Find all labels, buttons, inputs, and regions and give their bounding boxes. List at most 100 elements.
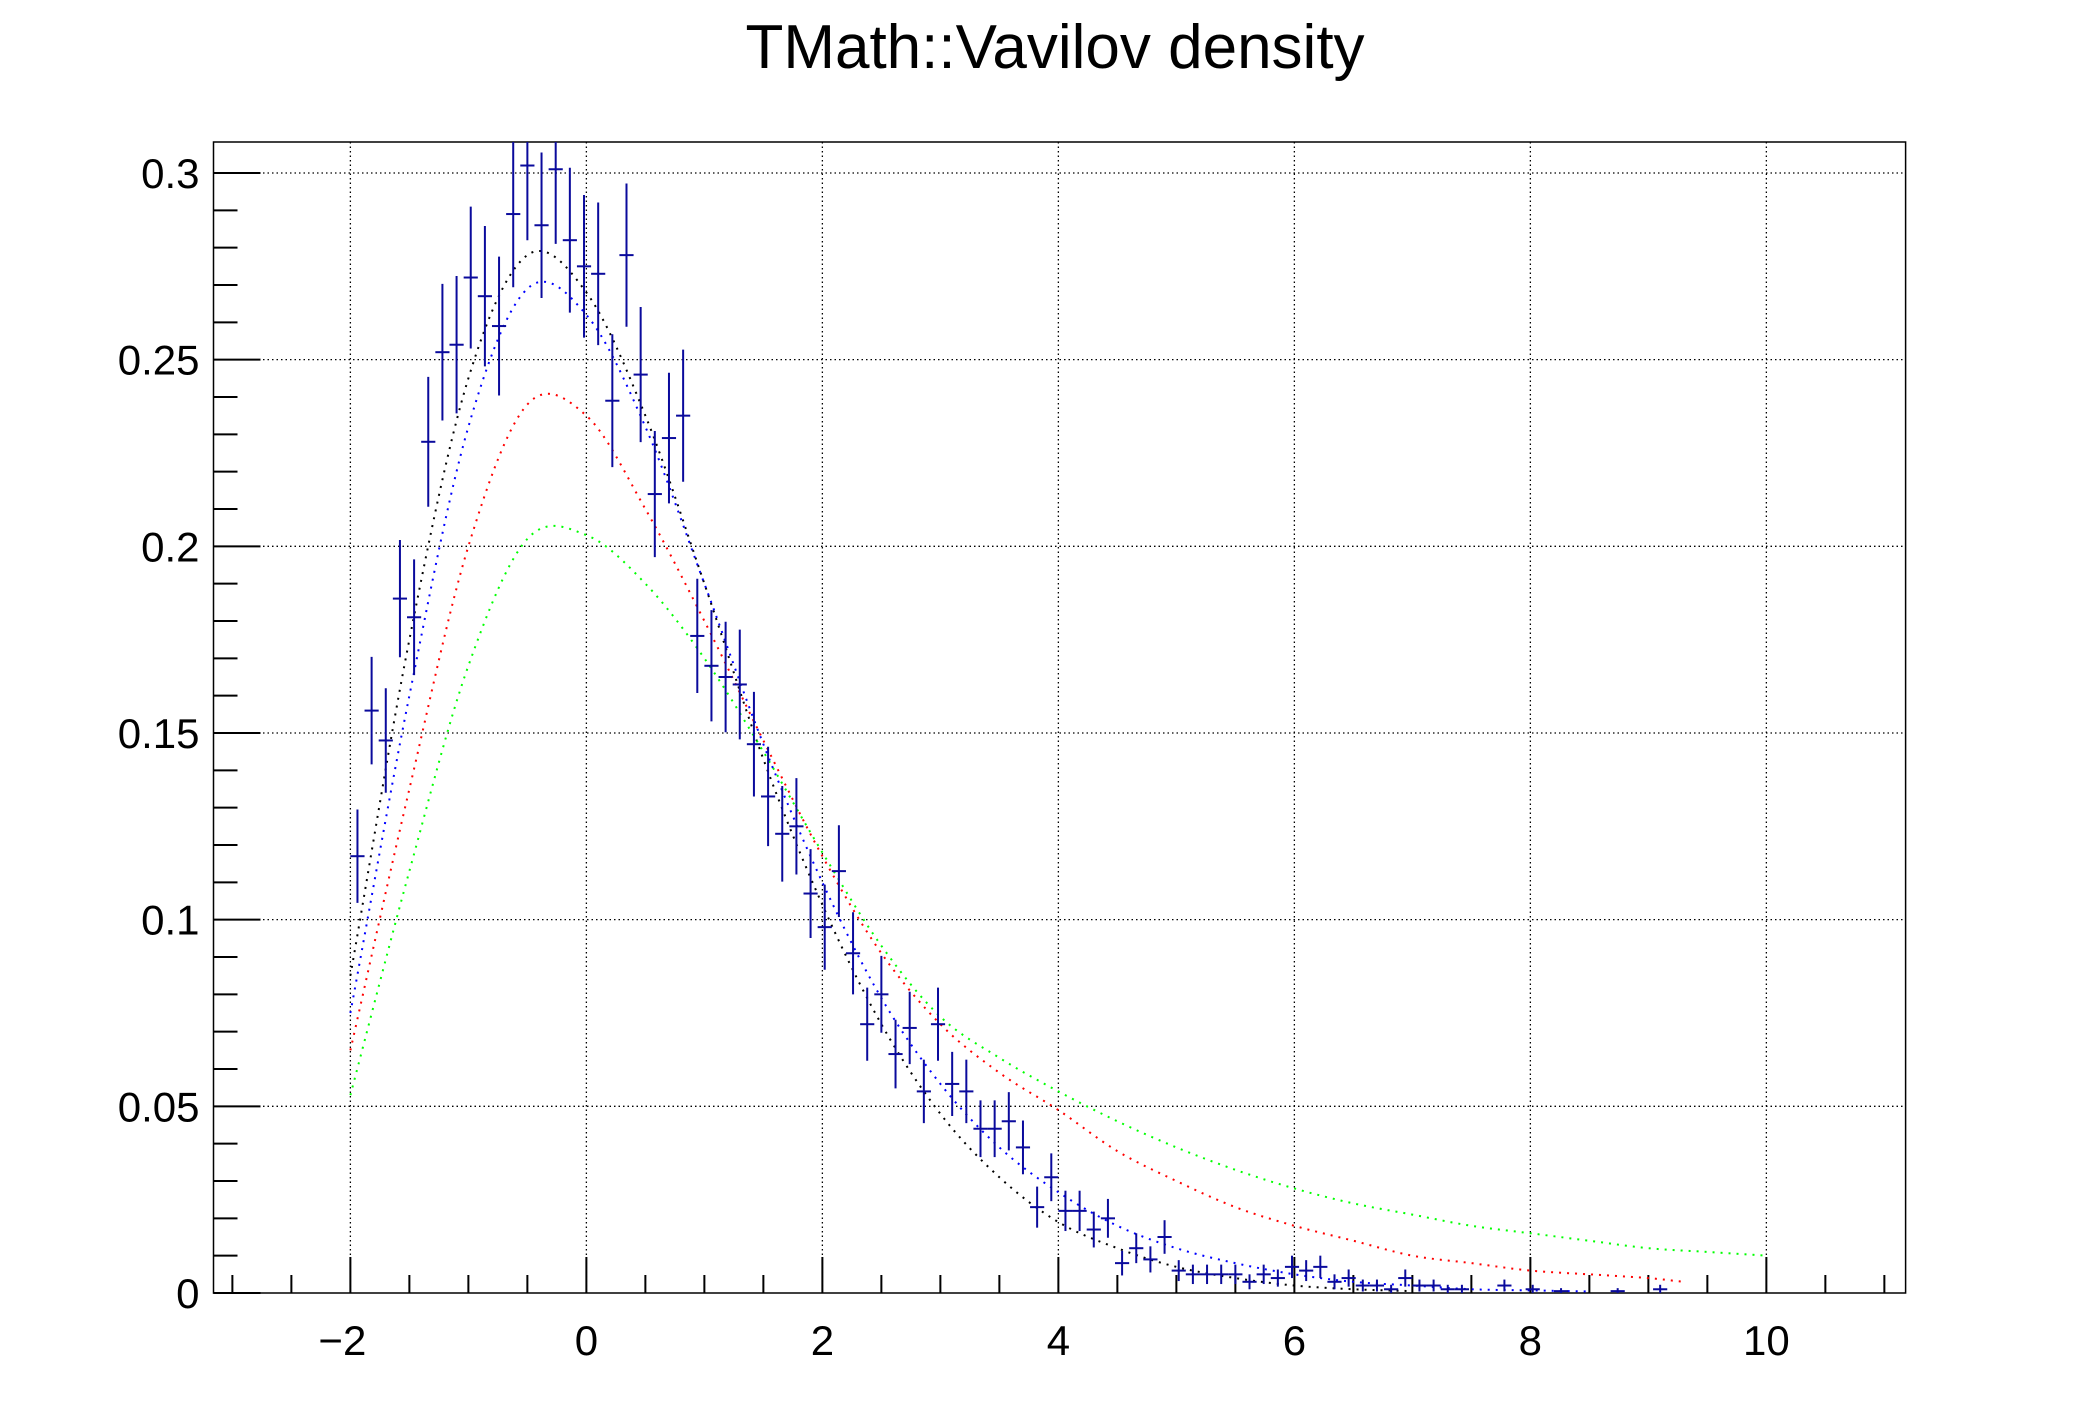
histogram-point [973,1100,988,1158]
y-tick-label: 0.2 [141,523,199,570]
x-tick-label: −2 [318,1317,366,1364]
x-tick-label: 6 [1283,1317,1306,1364]
histogram-point [520,142,535,241]
histogram-point [364,656,379,765]
histogram-point [1412,1279,1427,1292]
y-tick-label: 0 [176,1270,199,1317]
histogram-point [1143,1246,1158,1273]
histogram-point [1341,1269,1356,1287]
histogram-point [1058,1190,1073,1232]
histogram-point [407,559,422,676]
histogram-point [1653,1284,1668,1293]
histogram-point [661,372,677,504]
histogram-point [1525,1284,1540,1293]
histogram-point [1553,1288,1569,1293]
histogram-point [1327,1274,1342,1290]
histogram-point [449,276,464,414]
y-tick-label: 0.15 [118,710,200,757]
x-tick-label: 2 [811,1317,834,1364]
histogram-point [534,152,549,299]
histogram-point [860,987,875,1061]
x-tick-label: 4 [1047,1317,1070,1364]
histogram-point [1440,1284,1455,1293]
histogram-point [930,987,946,1061]
histogram-point [888,1019,903,1089]
histogram-point [1355,1279,1370,1292]
histogram-point [1313,1255,1328,1279]
y-tick-label: 0.3 [141,150,199,197]
histogram-point [831,825,846,918]
histogram-point [1384,1284,1399,1293]
histogram-point [1199,1264,1215,1285]
density-curve-1 [349,280,1590,1293]
histogram-point [1497,1279,1512,1292]
histogram-point [1086,1211,1101,1248]
y-tick-label: 0.1 [141,897,199,944]
histogram-point [591,202,606,346]
histogram-point [506,142,521,288]
histogram-point [1129,1233,1144,1264]
chart-title: TMath::Vavilov density [745,13,1365,82]
density-curve-0 [349,249,1413,1293]
histogram-point [704,610,719,722]
histogram-point [1610,1288,1625,1293]
histogram-point [690,578,705,694]
histogram-point [421,376,436,507]
histogram-point [491,256,507,396]
histogram-point [647,430,662,558]
y-tick-label: 0.25 [118,337,200,384]
histogram-point [1214,1264,1229,1285]
histogram-point [1228,1264,1243,1285]
histogram-point [789,778,804,875]
histogram-point [803,849,818,938]
histogram-point [1100,1198,1116,1238]
histogram-point [1270,1269,1285,1287]
histogram-point [633,307,648,443]
histogram-point [746,691,762,797]
histogram-point [576,195,592,338]
x-tick-label: 8 [1519,1317,1542,1364]
histogram-point [1185,1264,1200,1285]
histogram-point [1256,1264,1271,1285]
histogram-point [605,334,620,468]
histogram-point [1369,1279,1385,1292]
histogram-point [463,206,478,349]
histogram-point [1299,1260,1314,1282]
histogram-point [775,786,790,882]
histogram-point [916,1059,931,1124]
density-curve-2 [349,392,1684,1283]
histogram-point [676,349,691,482]
histogram-point [1284,1255,1300,1279]
histogram-point [987,1100,1002,1158]
histogram-point [959,1059,974,1124]
histogram-point [1426,1279,1441,1292]
histogram-point [350,809,365,903]
histogram-point [1398,1269,1413,1287]
histogram-point [1030,1186,1045,1228]
histogram-point [718,621,733,733]
histogram-point [761,746,776,847]
histogram-point [1015,1120,1031,1175]
histogram-point [1242,1274,1257,1290]
x-tick-label: 0 [575,1317,598,1364]
histogram-point [845,912,861,995]
y-tick-label: 0.05 [118,1083,200,1130]
histogram-point [1171,1260,1186,1282]
x-tick-label: 10 [1743,1317,1790,1364]
histogram-point [902,991,917,1065]
histogram-point [477,226,492,367]
histogram-point [1044,1153,1059,1202]
histogram-point [1454,1284,1470,1293]
histogram-point [1001,1092,1016,1151]
histogram-point [562,167,577,313]
histogram-point [874,955,889,1033]
histogram-point [732,629,747,740]
histogram-point [1115,1250,1130,1276]
histogram-point [1072,1190,1087,1232]
histogram-point [435,283,450,421]
histogram-point [548,142,563,244]
density-curve-3 [349,524,1767,1257]
plot-frame [212,141,1907,1294]
histogram-point [619,183,634,327]
